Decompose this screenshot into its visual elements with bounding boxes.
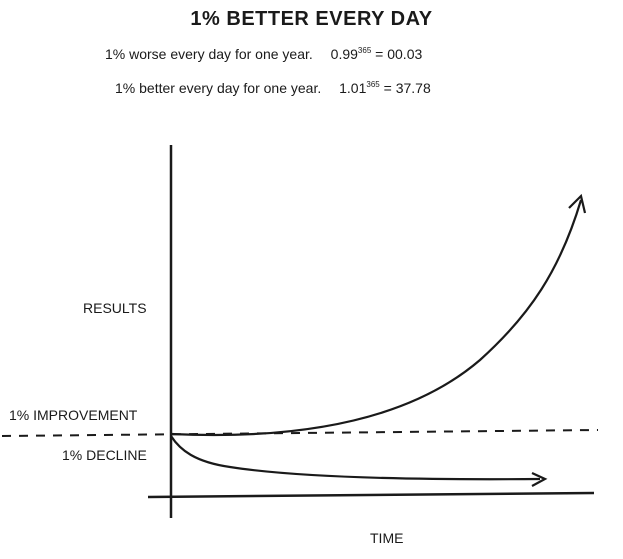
better-result: = 37.78 xyxy=(383,80,431,96)
decline-label: 1% DECLINE xyxy=(62,447,147,463)
improvement-arrowhead xyxy=(568,193,587,214)
worse-calc: 0.99365 = 00.03 xyxy=(331,46,423,62)
worse-phrase: 1% worse every day for one year. xyxy=(105,46,313,62)
decline-curve xyxy=(170,435,541,481)
improvement-curve xyxy=(170,199,583,437)
y-axis-label: RESULTS xyxy=(83,300,147,316)
worse-exponent: 365 xyxy=(357,46,372,55)
x-axis-label: TIME xyxy=(370,530,404,546)
better-formula: 1% better every day for one year. 1.0136… xyxy=(115,80,431,96)
improvement-label: 1% IMPROVEMENT xyxy=(9,407,138,423)
worse-base: 0.99 xyxy=(330,46,358,62)
better-base: 1.01 xyxy=(339,80,367,96)
worse-result: = 00.03 xyxy=(375,46,423,62)
diagram-title: 1% BETTER EVERY DAY xyxy=(190,8,433,30)
baseline-dashed xyxy=(1,429,599,437)
x-axis xyxy=(147,491,595,499)
better-calc: 1.01365 = 37.78 xyxy=(339,80,431,96)
better-phrase: 1% better every day for one year. xyxy=(115,80,322,96)
decline-arrowhead xyxy=(531,472,548,487)
better-exponent: 365 xyxy=(366,80,380,89)
worse-formula: 1% worse every day for one year. 0.99365… xyxy=(105,46,422,62)
